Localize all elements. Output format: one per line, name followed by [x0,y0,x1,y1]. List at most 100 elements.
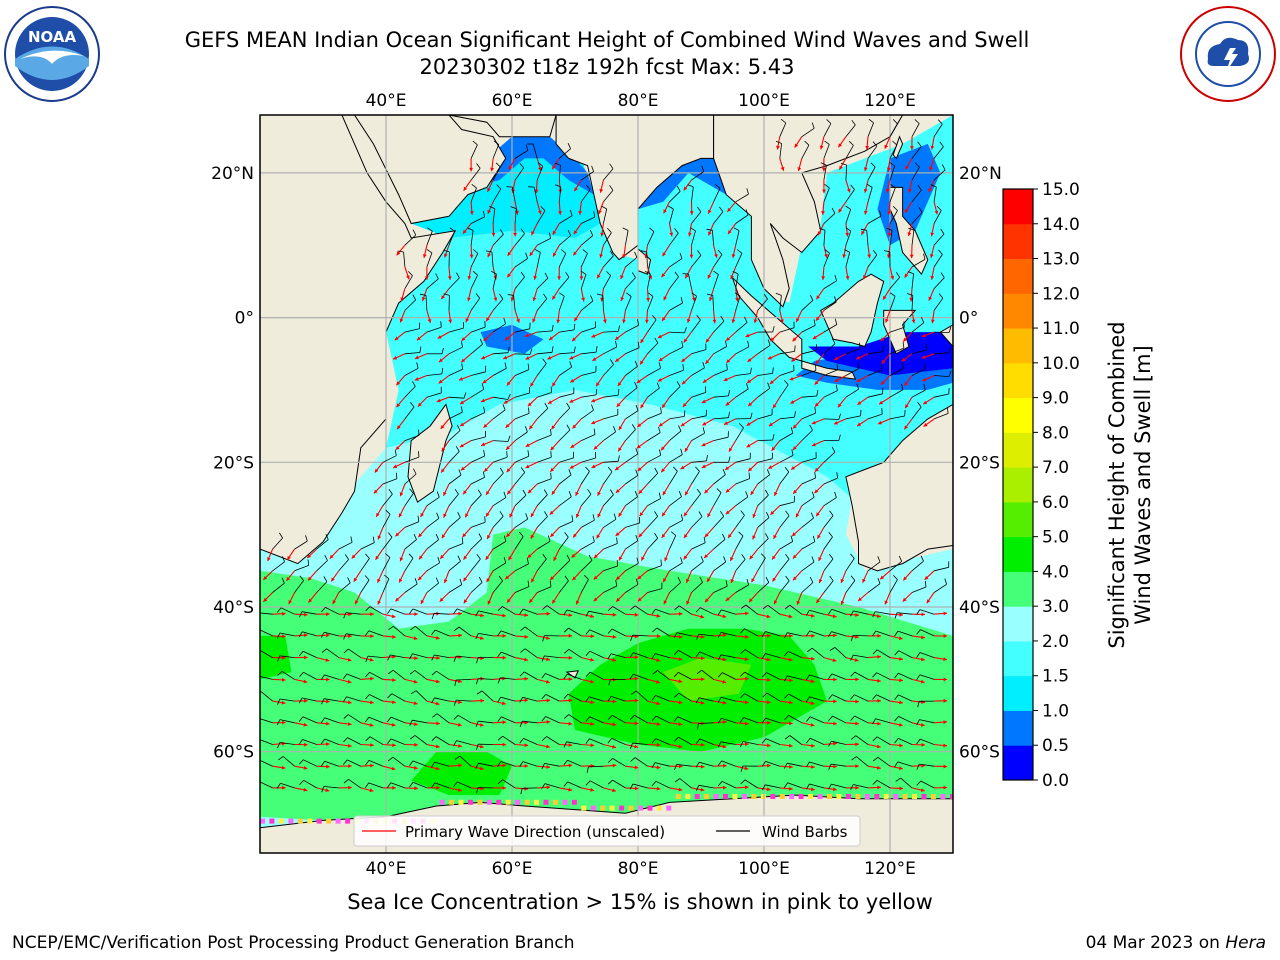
wind-barb-staff [744,693,758,702]
wind-barb-flag [409,670,416,675]
wind-barb-flag [713,270,719,275]
wave-arrow-head [479,744,484,749]
colorbar-tick-label: 10.0 [1042,354,1080,374]
wind-barb-staff [514,495,527,506]
wind-barb-flag [276,632,281,639]
wind-barb-staff [823,144,830,159]
wave-arrow-head [353,577,358,582]
wind-barb-staff [744,671,758,680]
wave-arrow-head [418,533,423,538]
wind-barb-staff [415,690,428,702]
wind-barb-staff [735,346,750,355]
wind-barb-staff [302,716,317,724]
wave-arrow-head [612,763,617,768]
wind-barb-staff [369,671,384,680]
wave-arrow-head [326,721,330,726]
wave-arrow-head [530,513,535,518]
wave-arrow-head [903,576,907,581]
wind-barb-flag [364,782,370,789]
wind-barb-staff [691,367,705,376]
wave-arrow-head [573,533,577,538]
sea-ice-cell [345,818,351,824]
wind-barb-staff [933,186,937,202]
wind-barb-flag [917,185,922,191]
wave-arrow-head [435,766,440,771]
wave-arrow-head [921,742,925,747]
wind-barb-flag [678,425,682,432]
wave-arrow-head [791,466,795,470]
wind-barb-flag [529,348,533,355]
wind-barb-flag [649,227,655,233]
wind-barb-staff [603,431,616,441]
wind-barb-staff [735,427,744,441]
wind-barb-flag [387,654,391,661]
wave-arrow-head [662,512,666,517]
wind-barb-flag [784,763,788,769]
sea-ice-cell [288,818,294,824]
wave-arrow-head [722,614,727,619]
wind-barb-staff [801,325,816,333]
wind-barb-staff [501,651,516,658]
wind-barb-staff [558,165,561,181]
wind-barb-staff [603,364,614,376]
sea-ice-cell [742,794,747,799]
wave-arrow-head [943,634,948,638]
wind-barb-staff [323,698,339,702]
wind-barb-flag [255,630,259,635]
wind-barb-flag [601,205,607,210]
wind-barb-staff [779,455,794,463]
wind-barb-flag [364,760,370,766]
wind-barb-flag [635,448,639,455]
wind-barb-staff [492,562,507,572]
wind-barb-staff [612,779,626,789]
wind-barb-flag [506,451,508,458]
wave-arrow-head [814,380,819,385]
wind-barb-flag [772,326,775,333]
wave-arrow-head [590,657,594,662]
wind-barb-flag [613,426,616,433]
wind-barb-flag [255,760,259,765]
wave-arrow-head [877,633,881,638]
vector-layer [255,118,952,795]
wind-barb-flag [585,611,590,617]
wind-barb-flag [547,535,551,542]
wave-arrow-head [282,634,286,639]
wind-barb-flag [590,295,594,302]
wave-arrow-head [656,765,661,770]
wind-barb-flag [834,491,837,498]
wind-barb-staff [603,346,617,355]
wind-barb-flag [630,757,636,762]
wave-arrow-head [810,723,815,727]
wind-barb-flag [409,720,413,726]
wind-barb-flag [746,578,749,586]
wind-barb-flag [299,611,303,618]
wave-arrow-head [263,597,268,602]
wind-barb-staff [347,714,362,724]
wave-arrow-head [355,600,359,605]
wave-arrow-head [924,575,929,580]
sea-ice-cell [827,794,832,799]
wind-barb-staff [603,168,614,181]
wind-barb-staff [766,692,781,702]
wind-barb-flag [651,653,656,659]
wind-barb-staff [834,647,847,658]
wind-barb-staff [823,390,838,398]
wind-barb-flag [431,736,437,741]
wind-barb-flag [723,556,727,563]
wave-arrow-head [413,765,418,770]
wave-arrow-head [722,679,727,684]
wind-barb-flag [828,694,833,700]
wind-barb-flag [589,230,594,236]
lat-tick-right: 0° [959,309,978,329]
colorbar-tick-label: 0.5 [1042,736,1069,756]
wave-arrow-head [904,273,909,278]
wind-barb-flag [585,696,590,703]
footer-credit: NCEP/EMC/Verification Post Processing Pr… [12,933,575,953]
wind-barb-flag [784,632,788,639]
wave-arrow-head [854,658,859,662]
wind-barb-staff [889,276,901,289]
wind-barb-flag [631,424,636,430]
wind-barb-staff [471,436,486,441]
wind-barb-flag [544,402,549,409]
wind-barb-flag [673,716,679,722]
